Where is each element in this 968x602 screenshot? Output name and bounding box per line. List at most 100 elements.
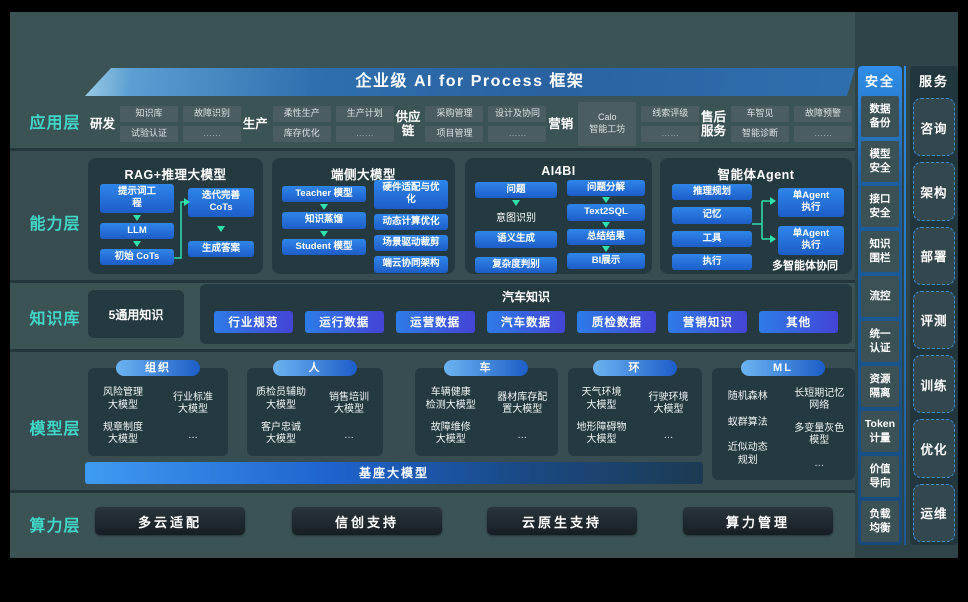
model-item: 行驶环境 大模型	[648, 391, 689, 416]
app-chip: 采购管理	[425, 106, 484, 122]
app-group-label: 售后 服务	[700, 109, 726, 138]
model-group-environment: 天气环境 大模型 地形障碍物 大模型 行驶环境 大模型 …	[568, 368, 702, 456]
app-group-label: 研发	[90, 116, 116, 131]
model-item: 近似动态 规划	[727, 442, 768, 466]
flow-chip: Student 模型	[282, 238, 366, 256]
down-arrow-icon	[602, 246, 610, 253]
model-pill-people: 人	[273, 360, 357, 376]
model-item: 风险管理 大模型	[103, 387, 143, 411]
app-chip: 知识库	[120, 106, 179, 122]
knowledge-chip: 运行数据	[304, 311, 384, 333]
capability-panel-rag: RAG+推理大模型 提示词工 程 LLM 初始 CoTs 迭代完善 CoTs 生…	[88, 158, 263, 274]
app-chip: 生产计划	[335, 106, 394, 122]
layer-label-application: 应用层	[29, 115, 81, 132]
knowledge-general-box: 5通用知识	[88, 290, 184, 338]
flow-chip: BI展示	[567, 253, 645, 270]
app-chip-more: ……	[641, 126, 700, 142]
app-group-rd: 研发 知识库 试验认证 故障识别 ……	[90, 102, 242, 146]
application-groups: 研发 知识库 试验认证 故障识别 …… 生产 柔性生产 库存优化 生产计划 ………	[90, 102, 852, 146]
model-item: 地形障碍物 大模型	[576, 421, 627, 446]
app-col: 知识库 试验认证	[120, 102, 179, 146]
panel-title: RAG+推理大模型	[124, 168, 227, 182]
model-item: 销售培训 大模型	[329, 391, 369, 416]
title-banner: 企业级 AI for Process 框架	[85, 68, 855, 96]
model-col: 随机森林 蚁群算法 近似动态 规划	[712, 378, 784, 480]
app-col: Calo 智能工坊	[578, 102, 637, 146]
flow-chip: 生成答案	[188, 240, 254, 258]
model-item: 长短期记忆 网络	[794, 387, 845, 412]
service-item: 评测	[913, 290, 955, 350]
app-chip: 库存优化	[272, 126, 331, 142]
model-item: 器材库存配 置大模型	[497, 391, 548, 416]
capability-panel-ai4bi: AI4BI 问题 意图识别 语义生成 复杂度判别 问题分解 Text2SQL 总…	[465, 158, 652, 274]
security-item: 模型 安全	[861, 141, 899, 182]
app-chip-more: ……	[793, 126, 852, 142]
security-title: 安全	[864, 74, 895, 89]
model-col: 销售培训 大模型 …	[315, 378, 383, 456]
app-chip: 设计及协同	[488, 106, 547, 122]
model-item: 多变量灰色 模型	[794, 422, 845, 447]
down-arrow-icon	[133, 214, 141, 221]
model-group-vehicle: 车辆健康 检测大模型 故障维修 大模型 器材库存配 置大模型 …	[415, 368, 558, 456]
flow-chip: 问题	[475, 182, 557, 199]
flow-chip: 问题分解	[567, 180, 645, 197]
down-arrow-icon	[217, 225, 225, 232]
base-model-bar: 基座大模型	[85, 462, 703, 484]
knowledge-domain-box: 汽车知识 行业规范 运行数据 运营数据 汽车数据 质检数据 营销知识 其他	[200, 284, 852, 344]
flow-chip: 端云协同架构	[374, 256, 448, 273]
security-item: 资源 隔离	[861, 366, 899, 407]
layer-label-capability: 能力层	[29, 216, 81, 233]
app-chip: 故障预警	[793, 106, 852, 122]
slide-canvas: 企业级 AI for Process 框架 应用层 能力层 知识库 模型层 算力…	[10, 12, 958, 558]
layer-label-model: 模型层	[29, 421, 81, 438]
panel-title: 端侧大模型	[330, 168, 396, 182]
knowledge-chip: 其他	[759, 311, 839, 333]
flow-column: 问题分解 Text2SQL 总结结果 BI展示	[567, 180, 645, 270]
security-item: 价值 导向	[861, 456, 899, 497]
flow-chip: Text2SQL	[567, 204, 645, 221]
model-pill-environment: 环	[593, 360, 677, 376]
flow-chip: LLM	[100, 222, 174, 240]
layer-label-knowledge: 知识库	[29, 311, 81, 328]
flow-chip: 初始 CoTs	[100, 249, 174, 266]
app-group-label: 生产	[242, 116, 268, 131]
app-chip: 车智见	[730, 106, 789, 122]
app-col: 故障识别 ……	[183, 102, 242, 146]
compute-item-xinchuang: 信创支持	[292, 507, 442, 535]
flow-column: 硬件适配与优 化 动态计算优化 场景驱动裁剪 端云协同架构	[374, 180, 448, 273]
down-arrow-icon	[320, 230, 328, 237]
capability-panel-agent: 智能体Agent 推理规划 记忆 工具 执行 单Agent 执行 单Agent …	[660, 158, 852, 274]
app-col: 车智见 智能诊断	[730, 102, 789, 146]
model-item-more: …	[663, 430, 674, 441]
app-chip: 项目管理	[425, 126, 484, 142]
panel-title: 智能体Agent	[717, 168, 795, 182]
flow-chip: 提示词工 程	[100, 184, 174, 213]
compute-item-multicloud: 多云适配	[95, 507, 245, 535]
flow-column: 问题 意图识别 语义生成 复杂度判别	[475, 182, 557, 274]
model-col: 行驶环境 大模型 …	[635, 378, 702, 456]
app-group-after-sales: 售后 服务 车智见 智能诊断 故障预警 ……	[701, 102, 852, 146]
flow-column: 提示词工 程 LLM 初始 CoTs	[100, 184, 174, 266]
services-column: 服务 咨询 架构 部署 评测 训练 优化 运维	[910, 66, 958, 545]
flow-chip: 场景驱动裁剪	[374, 235, 448, 252]
flow-chip: 硬件适配与优 化	[374, 180, 448, 209]
app-chip-more: ……	[488, 126, 547, 142]
security-item: 统一 认证	[861, 321, 899, 362]
services-title: 服务	[918, 74, 949, 89]
app-chip-more: ……	[335, 126, 394, 142]
security-column: 安全 数据 备份 模型 安全 接口 安全 知识 围栏 流控 统一 认证 资源 隔…	[858, 66, 902, 545]
panel-title: AI4BI	[541, 164, 576, 178]
model-col: 风险管理 大模型 规章制度 大模型	[88, 378, 158, 456]
model-item: 质检员辅助 大模型	[256, 387, 306, 411]
model-pill-organization: 组织	[116, 360, 200, 376]
flow-chip: 工具	[672, 230, 752, 248]
model-item-more: …	[517, 430, 528, 441]
column-divider	[904, 66, 906, 545]
flow-chip: 总结结果	[567, 228, 645, 246]
model-item-more: …	[814, 457, 825, 469]
model-col: 行业标准 大模型 …	[158, 378, 228, 456]
flow-chip: 推理规划	[672, 184, 752, 201]
flow-text: 意图识别	[496, 213, 536, 225]
security-item: 知识 围栏	[861, 231, 899, 272]
model-item-more: …	[344, 430, 354, 441]
